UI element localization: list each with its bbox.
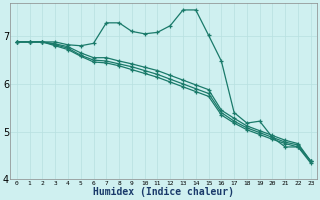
X-axis label: Humidex (Indice chaleur): Humidex (Indice chaleur) xyxy=(93,187,234,197)
